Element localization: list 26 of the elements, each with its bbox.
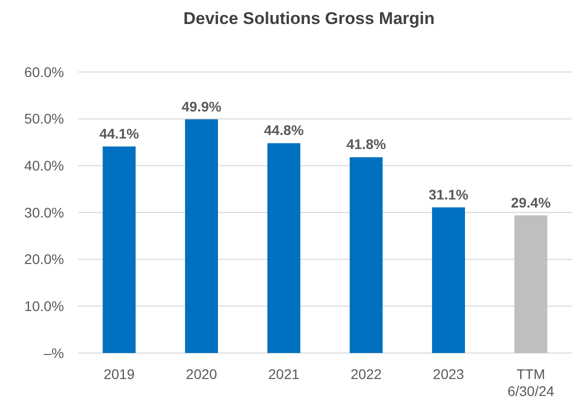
data-label: 29.4% [510, 194, 552, 210]
x-tick-label: 2021 [268, 366, 300, 382]
data-label: 44.8% [264, 122, 304, 138]
y-tick-label: 10.0% [24, 298, 64, 314]
y-tick-label: 40.0% [24, 158, 64, 174]
bar [514, 215, 548, 353]
bar [350, 157, 383, 353]
x-tick-label: TTM 6/30/24 [507, 366, 554, 399]
y-tick-label: 50.0% [24, 110, 64, 127]
x-tick-label: 2020 [186, 366, 218, 382]
data-label: 44.1% [99, 125, 140, 142]
chart-title: Device Solutions Gross Margin [183, 9, 435, 28]
data-label: 41.8% [346, 136, 387, 152]
y-tick-label: 20.0% [24, 251, 64, 268]
bar [102, 146, 136, 353]
x-tick-label: 2023 [432, 366, 464, 382]
y-tick-label: –% [44, 344, 64, 361]
bar [432, 207, 465, 353]
x-tick-label: 2019 [104, 366, 135, 382]
bar [185, 119, 218, 353]
y-tick-label: 60.0% [24, 64, 64, 80]
data-label: 31.1% [428, 186, 469, 202]
x-tick-label: 2022 [350, 366, 382, 382]
bar [267, 143, 300, 353]
y-tick-label: 30.0% [24, 204, 64, 220]
data-label: 49.9% [182, 98, 222, 114]
